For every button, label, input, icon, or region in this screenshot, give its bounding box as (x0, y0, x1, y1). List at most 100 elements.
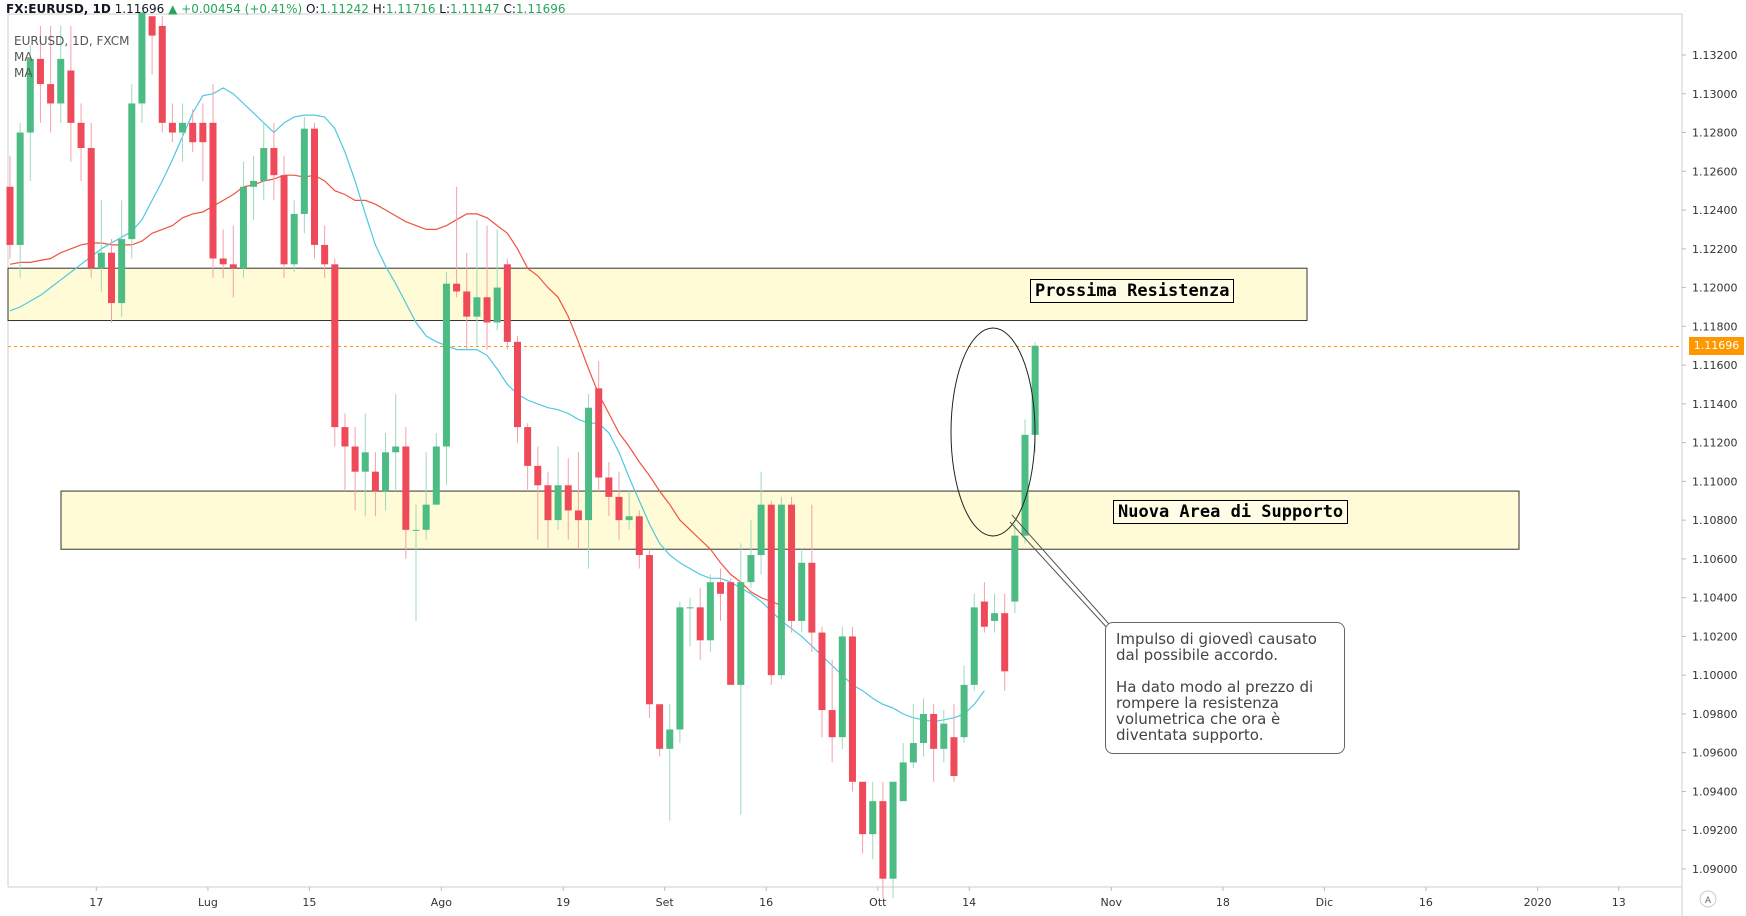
candle (1001, 593, 1009, 691)
candle (36, 25, 44, 123)
candle-body (950, 737, 958, 776)
time-axis[interactable]: 17 Lug 15 Ago 19 Set 16 Ott 14 Nov 18 Dic 16 2020 13 (89, 887, 1626, 909)
candle-body (108, 252, 115, 304)
candle-body (422, 504, 430, 530)
chart-legend[interactable]: EURUSD, 1D, FXCM MA MA (14, 33, 129, 81)
candle-body (656, 704, 664, 749)
candle-body (747, 555, 755, 583)
time-tick-label: 16 (759, 896, 773, 909)
candle (980, 582, 988, 633)
candle-body (1001, 613, 1009, 672)
candle-body (453, 283, 461, 292)
candle (442, 272, 450, 486)
candle-body (199, 122, 207, 143)
price-tick-label: 1.11200 (1692, 437, 1738, 450)
callout-paragraph-2: Ha dato modo al prezzo di rompere la res… (1116, 678, 1314, 744)
candle-body (757, 504, 765, 556)
price-tick-label: 1.10800 (1692, 514, 1738, 527)
candle-body (392, 446, 400, 453)
candle (788, 496, 796, 633)
candle-body (767, 504, 775, 676)
candle (473, 219, 481, 346)
candle-body (16, 132, 24, 245)
candle (47, 25, 55, 133)
candle (920, 698, 927, 757)
candle-body (179, 122, 187, 133)
candle-body (798, 562, 806, 621)
candle (26, 45, 34, 181)
legend-ma-1[interactable]: MA (14, 50, 33, 64)
candle-body (168, 122, 176, 133)
candle-body (6, 186, 14, 245)
candle (960, 665, 968, 744)
candle (300, 117, 308, 234)
open-value: 1.11242 (319, 2, 369, 16)
price-axis[interactable]: 1.09000 1.09200 1.09400 1.09600 1.09800 1.100… (1682, 49, 1738, 876)
impulse-callout: Impulso di giovedì causato dal possibile… (1105, 622, 1345, 754)
candle-body (503, 264, 511, 342)
candle (493, 229, 501, 331)
price-tick-label: 1.10000 (1692, 669, 1738, 682)
time-tick-label: Ago (431, 896, 453, 909)
time-tick-label: 17 (89, 896, 103, 909)
low-value: 1.11147 (450, 2, 500, 16)
candle-body (909, 743, 917, 763)
callout-pointer-line-1 (1011, 514, 1110, 625)
legend-ma-2[interactable]: MA (14, 66, 33, 80)
ma-slow-line (9, 174, 782, 606)
time-tick-label: 13 (1612, 896, 1626, 909)
candle (483, 225, 491, 350)
candle (585, 394, 593, 569)
auto-scale-button[interactable] (1699, 890, 1717, 908)
candle (138, 12, 146, 123)
candle-body (1031, 345, 1039, 435)
candle-body (138, 12, 146, 104)
candle-body (128, 103, 136, 240)
candle-body (331, 264, 339, 428)
close-value: 1.11696 (515, 2, 566, 16)
candle-body (605, 477, 613, 497)
candle (666, 704, 674, 821)
candle (605, 462, 613, 517)
candle-body (544, 485, 552, 521)
candle-body (148, 16, 156, 36)
price-tick-label: 1.12600 (1692, 165, 1738, 178)
open-label: O: (306, 2, 320, 16)
candle (595, 361, 603, 492)
candle-body (920, 713, 927, 744)
candle (930, 704, 938, 782)
candle (229, 225, 237, 298)
candle-body (727, 582, 735, 685)
candle (808, 504, 816, 652)
candle (392, 394, 400, 492)
price-tick-label: 1.12000 (1692, 282, 1738, 295)
candle (970, 593, 978, 691)
candle-body (47, 84, 55, 104)
candle-body (371, 471, 379, 492)
candle (463, 252, 471, 350)
candle (57, 25, 65, 123)
candle (950, 704, 958, 782)
up-arrow-icon: ▲ (168, 2, 178, 16)
support-label: Nuova Area di Supporto (1113, 500, 1349, 524)
candle-body (36, 58, 44, 85)
candle-body (706, 582, 714, 641)
candle (331, 258, 339, 447)
candle-body (930, 713, 938, 749)
candle-body (77, 122, 85, 149)
time-tick-label: Lug (198, 896, 218, 909)
candle-body (270, 148, 278, 176)
candle-body (788, 504, 796, 621)
candle-body (1021, 434, 1029, 536)
candle (544, 471, 552, 550)
candle (239, 161, 247, 278)
annotation-shapes: A (950, 327, 1717, 908)
candle-body (585, 407, 593, 521)
candle-body (524, 427, 532, 466)
candle (311, 122, 318, 259)
candle (859, 781, 867, 854)
candle-body (838, 636, 846, 738)
candle (402, 427, 410, 559)
price-tick-label: 1.11600 (1692, 359, 1738, 372)
